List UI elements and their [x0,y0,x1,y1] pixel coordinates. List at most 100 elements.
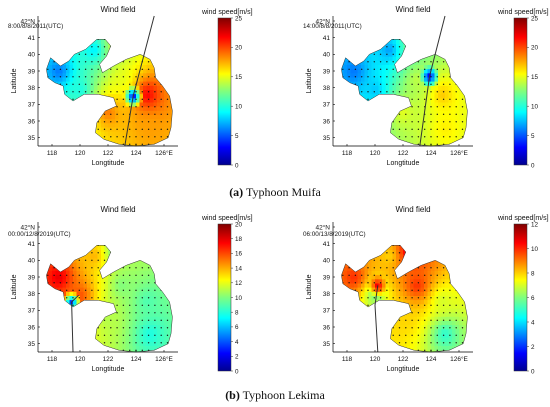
wind-speed-field [46,245,173,352]
wind-vector-point [129,334,131,336]
wind-vector-point [135,252,137,254]
wind-vector-point [424,334,426,336]
wind-vector-point [91,76,93,78]
wind-vector-point [348,349,350,351]
wind-vector-point [424,245,426,247]
y-axis-label: Latitude [11,68,18,93]
wind-vector-point [166,334,169,336]
wind-vector-point [91,91,93,93]
wind-vector-point [110,83,112,86]
wind-vector-point [154,327,156,329]
wind-vector-point [66,91,68,93]
wind-vector-point [342,68,344,71]
wind-vector-point [160,39,162,40]
wind-vector-point [116,53,118,55]
wind-vector-point [122,121,125,123]
wind-vector-point [430,121,432,123]
wind-vector-point [110,274,112,276]
wind-vector-point [386,121,388,123]
wind-vector-point [78,312,81,314]
wind-vector-point [392,106,394,108]
wind-vector-point [455,121,457,123]
wind-vector-point [72,312,74,314]
wind-vector-point [129,39,131,40]
wind-vector-point [122,342,125,344]
wind-vector-point [411,342,413,344]
wind-vector-point [386,274,388,276]
wind-vector-point [436,342,438,344]
wind-vector-point [449,252,451,254]
wind-vector-point [386,267,388,269]
wind-vector-point [367,61,369,63]
x-tick-label: 126°E [155,355,173,363]
y-tick-label: 39 [323,68,331,75]
wind-vector-point [367,121,369,123]
wind-vector-point [367,113,369,116]
wind-vector-point [417,83,420,86]
wind-vector-point [122,282,125,284]
wind-vector-point [348,327,350,329]
wind-vector-point [417,259,420,261]
wind-vector-point [386,252,388,254]
wind-vector-point [386,342,388,344]
wind-vector-point [361,121,363,123]
x-tick-label: 120 [370,150,381,157]
wind-vector-point [53,106,55,108]
wind-vector-point [103,349,106,351]
wind-vector-point [367,267,369,269]
wind-vector-point [154,98,156,101]
wind-vector-point [141,282,143,284]
wind-vector-point [354,282,357,284]
wind-vector-point [379,98,382,101]
wind-vector-point [411,76,413,78]
y-tick-label: 35 [28,341,36,348]
wind-vector-point [110,297,112,299]
caption-b-label: (b) [225,388,240,402]
wind-vector-point [160,327,162,329]
y-tick-label: 39 [323,274,331,281]
wind-vector-point [78,252,81,254]
wind-vector-point [373,342,375,344]
colorbar-tick-label: 14 [235,265,243,272]
colorbar-label: wind speed[m/s] [201,9,253,16]
wind-vector-point [72,39,74,40]
y-tick-label: 40 [323,258,331,265]
wind-vector-point [342,39,344,40]
wind-vector-point [379,106,382,108]
y-tick-label: 39 [28,274,36,281]
wind-vector-point [47,297,49,299]
coastline [341,245,468,353]
wind-vector-point [47,61,49,63]
wind-vector-point [135,136,137,138]
wind-vector-point [449,319,451,321]
wind-vector-point [449,312,451,314]
wind-vector-point [392,312,394,314]
wind-vector-point [53,113,55,116]
wind-vector-point [66,106,68,108]
wind-vector-point [84,312,87,314]
x-tick-label: 126°E [450,149,468,157]
wind-vector-point [141,53,143,55]
wind-vector-point [166,128,169,130]
wind-vector-point [424,267,426,269]
wind-vector-point [436,143,438,145]
wind-vector-point [47,289,49,291]
wind-vector-point [84,252,87,254]
wind-vector-point [455,274,457,276]
wind-vector-point [348,289,350,291]
wind-vector-point [160,121,162,123]
wind-vector-point [72,83,74,86]
wind-vector-point [361,39,363,40]
wind-vector-point [348,53,350,55]
wind-vector-point [72,61,74,63]
wind-vector-point [72,136,74,138]
caption-a-label: (a) [229,185,244,199]
wind-vector-point [373,46,375,48]
wind-vector-point [110,39,112,40]
wind-vector-point [461,304,464,306]
wind-vector-point [411,245,413,247]
wind-vector-point [398,252,401,254]
wind-vector-point [135,274,137,276]
wind-vector-point [97,128,99,130]
wind-vector-point [442,83,445,86]
